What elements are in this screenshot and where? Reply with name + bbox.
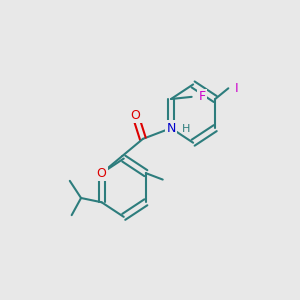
Text: F: F: [198, 90, 206, 104]
Text: H: H: [182, 124, 190, 134]
Text: I: I: [235, 82, 239, 95]
Text: N: N: [167, 122, 176, 135]
Text: O: O: [130, 109, 140, 122]
Text: O: O: [97, 167, 106, 180]
